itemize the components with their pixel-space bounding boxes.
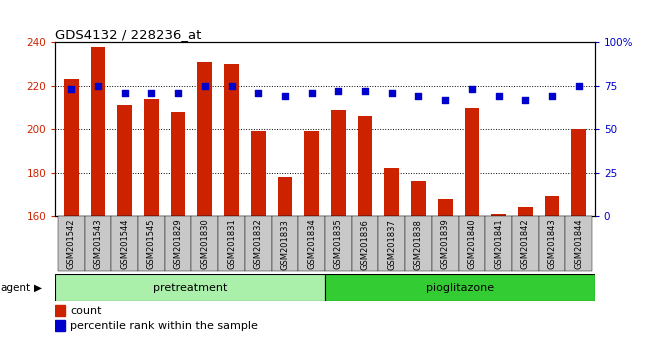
Text: GSM201841: GSM201841 [494,219,503,269]
Text: GSM201831: GSM201831 [227,219,236,269]
Point [146,90,157,96]
Bar [55,320,65,331]
Text: GSM201833: GSM201833 [280,219,289,269]
Point [387,90,397,96]
Bar [192,216,218,271]
Bar [111,216,138,271]
Text: GSM201843: GSM201843 [547,219,556,269]
Bar [512,216,539,271]
Text: GSM201836: GSM201836 [361,219,370,269]
Bar [304,131,319,216]
Bar [84,216,111,271]
Bar [411,181,426,216]
Point [66,86,77,92]
Point [360,88,370,94]
Point [467,86,477,92]
Point [253,90,263,96]
Bar [171,112,185,216]
Bar [251,131,266,216]
Bar [486,216,512,271]
Bar [58,216,84,271]
Text: GSM201544: GSM201544 [120,219,129,269]
Bar [432,216,458,271]
Point [520,97,530,103]
Bar [378,216,405,271]
Point [226,83,237,89]
Point [120,90,130,96]
Text: GSM201839: GSM201839 [441,219,450,269]
Point [413,93,424,99]
Text: pioglitazone: pioglitazone [426,282,494,293]
Text: GSM201835: GSM201835 [334,219,343,269]
Bar [55,274,325,301]
Text: GDS4132 / 228236_at: GDS4132 / 228236_at [55,28,201,41]
Text: GSM201842: GSM201842 [521,219,530,269]
Bar [331,110,346,216]
Bar [566,216,592,271]
Bar [539,216,566,271]
Point [200,83,210,89]
Text: GSM201844: GSM201844 [574,219,583,269]
Bar [325,216,352,271]
Bar [64,79,79,216]
Bar [298,216,325,271]
Bar [518,207,532,216]
Bar [458,216,486,271]
Bar [358,116,372,216]
Text: GSM201542: GSM201542 [67,219,76,269]
Text: GSM201543: GSM201543 [94,219,103,269]
Bar [405,216,432,271]
Text: GSM201834: GSM201834 [307,219,316,269]
Bar [218,216,245,271]
Bar [325,274,595,301]
Point [573,83,584,89]
Bar [545,196,560,216]
Text: GSM201830: GSM201830 [200,219,209,269]
Text: GSM201840: GSM201840 [467,219,476,269]
Point [306,90,317,96]
Bar [138,216,164,271]
Bar [198,62,212,216]
Bar [491,214,506,216]
Text: GSM201832: GSM201832 [254,219,263,269]
Text: percentile rank within the sample: percentile rank within the sample [70,321,258,331]
Point [280,93,290,99]
Text: count: count [70,306,102,316]
Bar [55,305,65,316]
Bar [245,216,272,271]
Text: agent: agent [0,283,30,293]
Bar [144,99,159,216]
Point [440,97,450,103]
Text: GSM201545: GSM201545 [147,219,156,269]
Bar [438,199,452,216]
Bar [118,105,132,216]
Text: GSM201829: GSM201829 [174,219,183,269]
Bar [224,64,239,216]
Bar [90,47,105,216]
Point [93,83,103,89]
Point [333,88,344,94]
Bar [272,216,298,271]
Bar [465,108,479,216]
Bar [384,168,399,216]
Bar [164,216,192,271]
Text: ▶: ▶ [34,283,42,293]
Text: pretreatment: pretreatment [153,282,228,293]
Bar [352,216,378,271]
Text: GSM201837: GSM201837 [387,219,396,269]
Point [493,93,504,99]
Point [547,93,557,99]
Text: GSM201838: GSM201838 [414,219,423,269]
Bar [278,177,292,216]
Bar [571,129,586,216]
Point [173,90,183,96]
